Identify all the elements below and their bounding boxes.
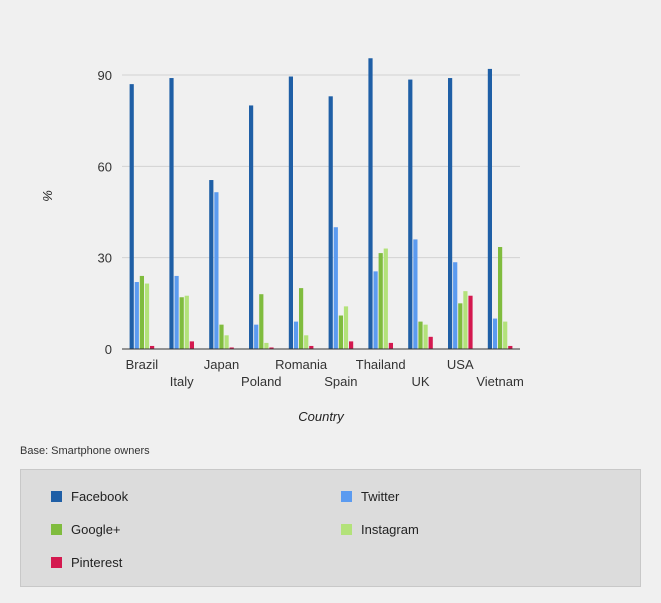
- legend-label-twitter: Twitter: [361, 489, 400, 504]
- bar-google-usa: [458, 303, 463, 349]
- bar-google-spain: [338, 315, 343, 349]
- bar-facebook-japan: [209, 180, 214, 349]
- legend-label-facebook: Facebook: [71, 489, 129, 504]
- x-tick-label-usa: USA: [447, 357, 474, 372]
- legend-label-pinterest: Pinterest: [71, 555, 123, 570]
- bar-instagram-italy: [184, 295, 189, 349]
- bar-google-vietnam: [498, 247, 503, 349]
- bar-twitter-uk: [413, 239, 418, 349]
- bar-twitter-italy: [174, 275, 179, 349]
- bar-instagram-japan: [224, 335, 229, 349]
- bar-twitter-vietnam: [492, 318, 498, 349]
- legend-item-instagram: Instagram: [341, 522, 419, 537]
- bar-pinterest-brazil: [150, 345, 155, 349]
- bar-instagram-romania: [304, 335, 309, 349]
- bar-instagram-brazil: [144, 283, 150, 349]
- bar-pinterest-thailand: [388, 342, 393, 349]
- legend-swatch-twitter: [341, 491, 352, 502]
- bar-facebook-romania: [288, 76, 293, 350]
- bar-google-romania: [299, 288, 304, 349]
- bar-twitter-spain: [333, 227, 338, 349]
- legend-item-googleplus: Google+: [51, 522, 121, 537]
- bar-google-thailand: [378, 253, 383, 349]
- bar-facebook-italy: [169, 78, 174, 350]
- bar-pinterest-usa: [468, 295, 473, 349]
- y-tick-label: 60: [98, 159, 112, 174]
- legend-label-instagram: Instagram: [361, 522, 419, 537]
- bar-pinterest-italy: [189, 341, 194, 349]
- legend-swatch-googleplus: [51, 524, 62, 535]
- bar-facebook-brazil: [129, 84, 134, 349]
- bar-facebook-usa: [448, 78, 453, 350]
- legend-item-pinterest: Pinterest: [51, 555, 122, 570]
- bar-instagram-usa: [463, 291, 468, 349]
- bar-twitter-brazil: [134, 282, 139, 349]
- legend-swatch-instagram: [341, 524, 352, 535]
- legend-swatch-pinterest: [51, 557, 62, 568]
- x-tick-label-romania: Romania: [275, 357, 328, 372]
- bar-pinterest-spain: [349, 341, 354, 349]
- bar-facebook-spain: [328, 96, 333, 349]
- bar-facebook-poland: [249, 105, 254, 349]
- y-tick-label: 30: [98, 251, 112, 266]
- y-tick-label: 90: [98, 68, 112, 83]
- bar-twitter-romania: [293, 321, 299, 349]
- bar-twitter-usa: [453, 262, 458, 349]
- bar-facebook-thailand: [368, 58, 373, 349]
- legend-item-twitter: Twitter: [341, 489, 399, 504]
- y-tick-label: 0: [105, 342, 112, 357]
- bar-instagram-spain: [343, 306, 349, 349]
- y-axis-title: %: [40, 190, 55, 202]
- bar-facebook-vietnam: [487, 68, 492, 350]
- bar-instagram-vietnam: [503, 321, 508, 349]
- bar-twitter-poland: [254, 324, 259, 349]
- bar-google-brazil: [139, 275, 144, 349]
- bar-google-italy: [179, 297, 184, 349]
- x-tick-label-spain: Spain: [324, 374, 357, 389]
- bar-twitter-thailand: [373, 271, 378, 349]
- bar-instagram-uk: [423, 324, 428, 349]
- x-tick-label-japan: Japan: [204, 357, 239, 372]
- bar-twitter-japan: [214, 192, 219, 349]
- legend: Facebook Twitter Google+ Instagram Pinte…: [20, 469, 641, 587]
- bar-google-uk: [418, 321, 423, 349]
- bar-pinterest-uk: [428, 336, 433, 349]
- x-tick-label-brazil: Brazil: [126, 357, 159, 372]
- bar-instagram-thailand: [383, 248, 388, 349]
- bar-google-japan: [219, 324, 224, 349]
- legend-item-facebook: Facebook: [51, 489, 128, 504]
- bar-facebook-uk: [408, 79, 413, 350]
- x-tick-label-poland: Poland: [241, 374, 281, 389]
- x-axis-title: Country: [298, 409, 345, 424]
- legend-swatch-facebook: [51, 491, 62, 502]
- bar-google-poland: [259, 294, 264, 349]
- legend-label-googleplus: Google+: [71, 522, 121, 537]
- bar-pinterest-japan: [229, 347, 234, 349]
- bar-instagram-poland: [264, 342, 269, 349]
- x-tick-label-vietnam: Vietnam: [476, 374, 523, 389]
- bar-pinterest-poland: [269, 347, 274, 349]
- base-note: Base: Smartphone owners: [20, 445, 150, 457]
- x-tick-label-uk: UK: [411, 374, 429, 389]
- x-tick-label-italy: Italy: [170, 374, 194, 389]
- x-tick-label-thailand: Thailand: [356, 357, 406, 372]
- bar-pinterest-romania: [309, 345, 314, 349]
- bar-pinterest-vietnam: [508, 345, 513, 349]
